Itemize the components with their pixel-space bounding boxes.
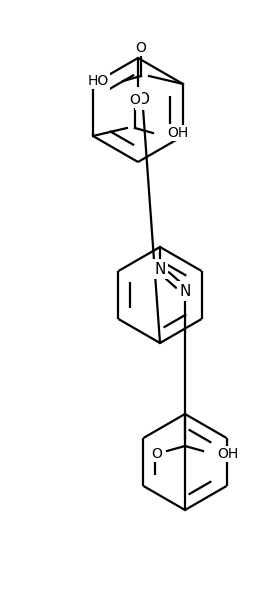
Text: OH: OH (167, 126, 188, 140)
Text: OH: OH (217, 447, 238, 461)
Text: O: O (152, 447, 163, 461)
Text: O: O (129, 93, 140, 107)
Text: N: N (154, 261, 166, 277)
Text: HO: HO (88, 74, 109, 88)
Text: N: N (179, 284, 191, 299)
Text: O: O (136, 41, 147, 55)
Text: O: O (137, 93, 149, 107)
